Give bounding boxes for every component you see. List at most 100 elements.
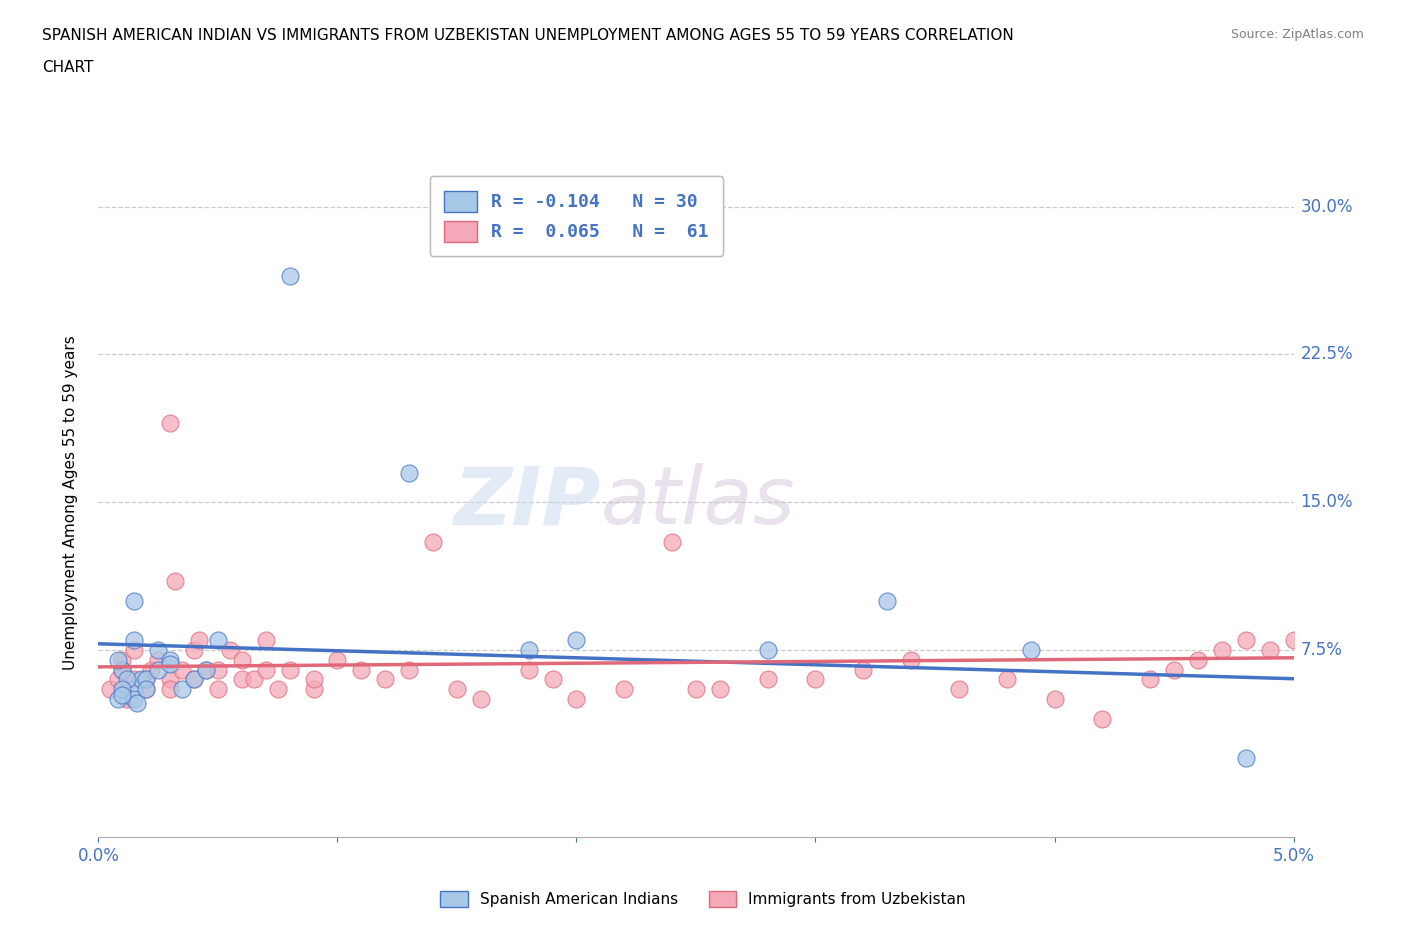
Point xyxy=(661,534,683,549)
Text: CHART: CHART xyxy=(42,60,94,75)
Point xyxy=(107,652,129,667)
Point xyxy=(194,662,218,677)
Point xyxy=(302,672,325,687)
Point xyxy=(183,672,205,687)
Point xyxy=(131,672,153,687)
Point xyxy=(1258,643,1281,658)
Point xyxy=(1139,672,1161,687)
Point xyxy=(159,416,181,431)
Point xyxy=(446,682,468,697)
Point xyxy=(517,643,540,658)
Point xyxy=(422,534,444,549)
Point xyxy=(470,692,492,707)
Point xyxy=(243,672,266,687)
Text: SPANISH AMERICAN INDIAN VS IMMIGRANTS FROM UZBEKISTAN UNEMPLOYMENT AMONG AGES 55: SPANISH AMERICAN INDIAN VS IMMIGRANTS FR… xyxy=(42,28,1014,43)
Text: ZIP: ZIP xyxy=(453,463,600,541)
Point xyxy=(278,268,301,283)
Point xyxy=(613,682,636,697)
Point xyxy=(254,632,277,647)
Point xyxy=(124,593,146,608)
Point xyxy=(254,662,277,677)
Point xyxy=(374,672,396,687)
Point xyxy=(756,672,779,687)
Point xyxy=(98,682,122,697)
Point xyxy=(148,662,170,677)
Point xyxy=(183,643,205,658)
Point xyxy=(124,692,146,707)
Point xyxy=(219,643,242,658)
Point xyxy=(1211,643,1233,658)
Point xyxy=(709,682,731,697)
Point xyxy=(278,662,301,677)
Point xyxy=(1163,662,1185,677)
Point xyxy=(398,465,420,480)
Point xyxy=(876,593,898,608)
Point xyxy=(111,662,134,677)
Point xyxy=(756,643,779,658)
Text: 7.5%: 7.5% xyxy=(1301,641,1343,659)
Point xyxy=(948,682,970,697)
Point xyxy=(326,652,349,667)
Point xyxy=(398,662,420,677)
Point xyxy=(207,632,229,647)
Point xyxy=(111,682,134,697)
Point xyxy=(163,574,186,589)
Point xyxy=(111,662,134,677)
Point xyxy=(187,632,209,647)
Point xyxy=(995,672,1018,687)
Point xyxy=(148,643,170,658)
Point xyxy=(159,652,181,667)
Point xyxy=(139,662,162,677)
Point xyxy=(172,682,194,697)
Legend: R = -0.104   N = 30, R =  0.065   N =  61: R = -0.104 N = 30, R = 0.065 N = 61 xyxy=(430,177,723,256)
Point xyxy=(565,632,588,647)
Point xyxy=(172,662,194,677)
Point xyxy=(159,672,181,687)
Point xyxy=(135,682,157,697)
Point xyxy=(267,682,290,697)
Point xyxy=(159,682,181,697)
Point xyxy=(135,682,157,697)
Point xyxy=(111,652,134,667)
Point xyxy=(685,682,707,697)
Point xyxy=(135,672,157,687)
Text: 15.0%: 15.0% xyxy=(1301,493,1353,512)
Point xyxy=(115,692,138,707)
Point xyxy=(517,662,540,677)
Point xyxy=(541,672,564,687)
Point xyxy=(124,682,146,697)
Point xyxy=(107,692,129,707)
Point xyxy=(1234,632,1257,647)
Point xyxy=(115,672,138,687)
Point xyxy=(302,682,325,697)
Point xyxy=(1234,751,1257,765)
Point xyxy=(111,688,134,703)
Point xyxy=(124,643,146,658)
Point xyxy=(804,672,827,687)
Point xyxy=(124,632,146,647)
Point xyxy=(1019,643,1042,658)
Point xyxy=(1187,652,1209,667)
Point xyxy=(183,672,205,687)
Point xyxy=(125,696,148,711)
Y-axis label: Unemployment Among Ages 55 to 59 years: Unemployment Among Ages 55 to 59 years xyxy=(63,335,77,670)
Legend: Spanish American Indians, Immigrants from Uzbekistan: Spanish American Indians, Immigrants fro… xyxy=(434,884,972,913)
Text: 22.5%: 22.5% xyxy=(1301,345,1353,364)
Point xyxy=(107,672,129,687)
Point xyxy=(350,662,373,677)
Point xyxy=(159,657,181,671)
Text: 30.0%: 30.0% xyxy=(1301,198,1353,216)
Point xyxy=(194,662,218,677)
Point xyxy=(565,692,588,707)
Point xyxy=(135,672,157,687)
Point xyxy=(231,652,253,667)
Point xyxy=(148,652,170,667)
Text: atlas: atlas xyxy=(600,463,796,541)
Point xyxy=(900,652,922,667)
Text: Source: ZipAtlas.com: Source: ZipAtlas.com xyxy=(1230,28,1364,41)
Point xyxy=(1043,692,1066,707)
Point xyxy=(207,662,229,677)
Point xyxy=(231,672,253,687)
Point xyxy=(852,662,875,677)
Point xyxy=(124,672,146,687)
